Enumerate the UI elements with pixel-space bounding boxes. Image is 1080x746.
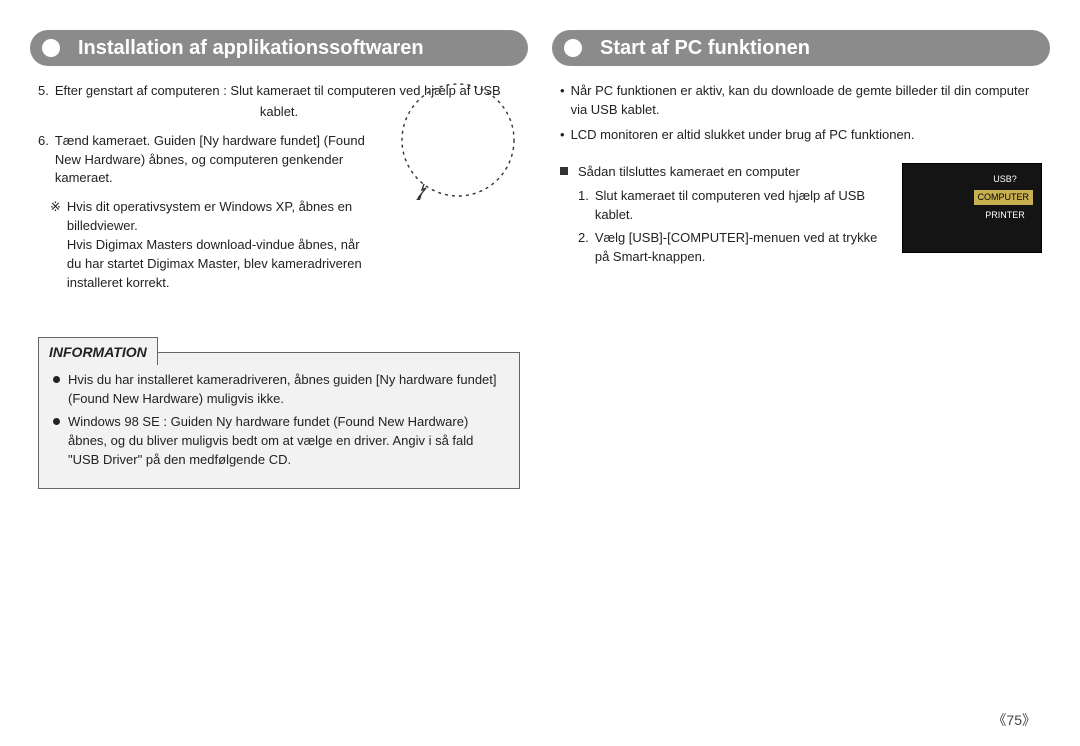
lcd-line-selected: COMPUTER: [974, 190, 1034, 205]
manual-page: Installation af applikationssoftwaren 5.…: [0, 0, 1080, 746]
information-label: INFORMATION: [38, 337, 158, 364]
bullet-item: • Når PC funktionen er aktiv, kan du dow…: [560, 82, 1042, 120]
illustration-placeholder-icon: [398, 80, 518, 205]
step-text: Tænd kameraet. Guiden [Ny hardware funde…: [55, 132, 370, 189]
note-text: Hvis dit operativsystem er Windows XP, å…: [67, 198, 370, 292]
right-column: Start af PC funktionen • Når PC funktion…: [552, 30, 1050, 489]
lcd-line: PRINTER: [977, 208, 1033, 223]
sub-step-2: 2. Vælg [USB]-[COMPUTER]-menuen ved at t…: [560, 229, 882, 267]
bullet-icon: •: [560, 82, 565, 120]
info-item: Hvis du har installeret kameradriveren, …: [53, 371, 505, 409]
left-header: Installation af applikationssoftwaren: [30, 30, 528, 66]
right-header: Start af PC funktionen: [552, 30, 1050, 66]
info-bullets: Hvis du har installeret kameradriveren, …: [53, 371, 505, 469]
bullet-text: Når PC funktionen er aktiv, kan du downl…: [571, 82, 1042, 120]
step-6: 6. Tænd kameraet. Guiden [Ny hardware fu…: [38, 132, 370, 189]
header-dot-icon: [42, 39, 60, 57]
bullet-icon: [53, 376, 60, 383]
information-box: INFORMATION Hvis du har installeret kame…: [38, 352, 520, 488]
sub-step-1: 1. Slut kameraet til computeren ved hjæl…: [560, 187, 882, 225]
note-block: ※ Hvis dit operativsystem er Windows XP,…: [38, 198, 370, 292]
right-title: Start af PC funktionen: [600, 37, 810, 60]
info-item: Windows 98 SE : Guiden Ny hardware funde…: [53, 413, 505, 470]
step-number: 1.: [578, 187, 589, 225]
info-text: Windows 98 SE : Guiden Ny hardware funde…: [68, 413, 505, 470]
bullet-icon: •: [560, 126, 565, 145]
connect-header: Sådan tilsluttes kameraet en computer: [578, 163, 800, 182]
step-text: Slut kameraet til computeren ved hjælp a…: [595, 187, 882, 225]
header-dot-icon: [564, 39, 582, 57]
note-mark-icon: ※: [50, 198, 61, 292]
step-number: 5.: [38, 82, 49, 101]
connect-header-row: Sådan tilsluttes kameraet en computer: [560, 163, 882, 182]
camera-lcd-illustration: USB? COMPUTER PRINTER: [902, 163, 1042, 253]
step-text: Vælg [USB]-[COMPUTER]-menuen ved at tryk…: [595, 229, 882, 267]
lcd-line: USB?: [977, 172, 1033, 187]
right-body: • Når PC funktionen er aktiv, kan du dow…: [552, 82, 1050, 267]
connect-section: USB? COMPUTER PRINTER Sådan tilsluttes k…: [560, 163, 1042, 267]
two-column-layout: Installation af applikationssoftwaren 5.…: [30, 30, 1050, 489]
intro-bullets: • Når PC funktionen er aktiv, kan du dow…: [560, 82, 1042, 145]
square-bullet-icon: [560, 167, 568, 175]
left-column: Installation af applikationssoftwaren 5.…: [30, 30, 528, 489]
bullet-icon: [53, 418, 60, 425]
step-number: 2.: [578, 229, 589, 267]
bullet-text: LCD monitoren er altid slukket under bru…: [571, 126, 915, 145]
info-text: Hvis du har installeret kameradriveren, …: [68, 371, 505, 409]
connect-text: Sådan tilsluttes kameraet en computer 1.…: [560, 163, 882, 267]
step-number: 6.: [38, 132, 49, 189]
left-title: Installation af applikationssoftwaren: [78, 37, 424, 60]
bullet-item: • LCD monitoren er altid slukket under b…: [560, 126, 1042, 145]
page-number: 《75》: [992, 710, 1036, 730]
